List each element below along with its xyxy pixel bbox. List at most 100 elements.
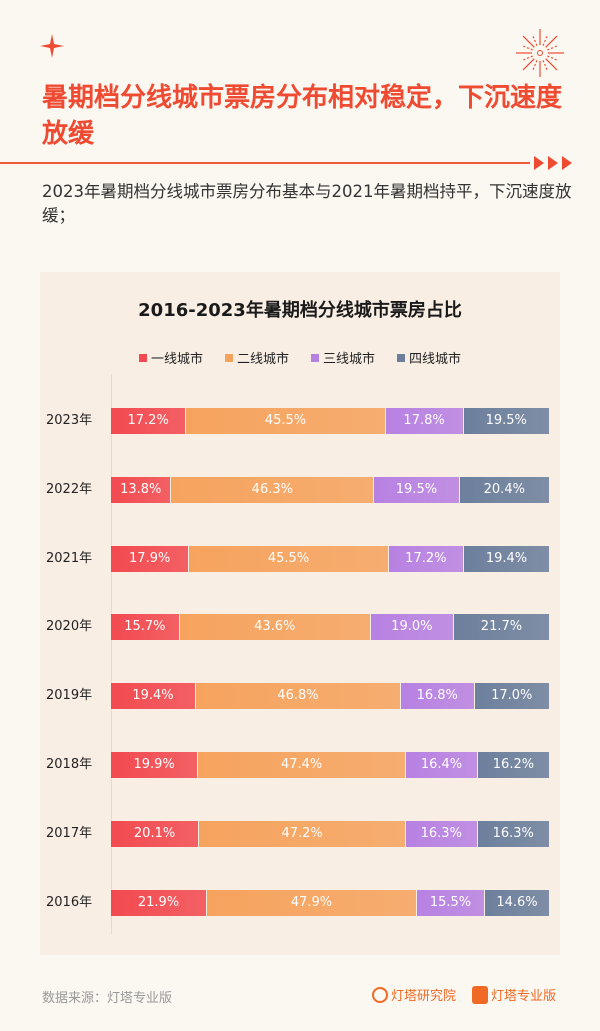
data-label: 19.4% — [485, 550, 528, 566]
page-subtitle: 2023年暑期档分线城市票房分布基本与2021年暑期档持平，下沉速度放缓； — [42, 182, 572, 225]
data-label: 19.4% — [132, 688, 174, 704]
chart-title: 2016-2023年暑期档分线城市票房占比 — [138, 300, 462, 321]
bar-segment: 19.4% — [464, 545, 549, 572]
logo-pro: 灯塔专业版 — [472, 985, 556, 1004]
bar-segment: 19.0% — [370, 614, 454, 641]
bar-segment: 16.4% — [406, 752, 478, 778]
legend-item: 一线城市 — [138, 348, 203, 367]
data-source: 数据来源：灯塔专业版 — [42, 991, 173, 1006]
stacked-bar: 15.7% 43.6% 19.0% 21.7% — [111, 614, 549, 641]
bar-row: 2018年 19.9% 47.4% 16.4% 16.2% — [40, 752, 560, 778]
bar-segment: 19.5% — [463, 408, 549, 434]
data-label: 16.8% — [416, 688, 458, 704]
data-label: 17.9% — [129, 550, 171, 566]
y-tick-label: 2018年 — [46, 757, 93, 772]
data-label: 17.2% — [127, 413, 169, 428]
data-label: 17.2% — [405, 550, 447, 566]
stacked-bar: 19.4% 46.8% 16.8% 17.0% — [111, 683, 549, 710]
y-tick-label: 2022年 — [46, 481, 93, 497]
y-tick-label: 2023年 — [46, 413, 93, 428]
bar-segment: 16.3% — [406, 820, 478, 847]
chart-legend: 一线城市 二线城市 三线城市 四线城市 — [40, 348, 560, 367]
bar-segment: 16.2% — [477, 752, 549, 778]
bar-segment: 17.2% — [388, 545, 464, 572]
bar-segment: 16.8% — [400, 683, 475, 710]
data-label: 17.8% — [403, 413, 445, 428]
bar-segment: 20.1% — [111, 820, 200, 847]
data-label: 16.3% — [420, 825, 462, 841]
bar-row: 2019年 19.4% 46.8% 16.8% 17.0% — [40, 683, 560, 710]
chart-panel: 2016-2023年暑期档分线城市票房占比 一线城市 二线城市 三线城市 四线城市 2… — [40, 272, 560, 955]
data-label: 15.5% — [429, 894, 472, 910]
bar-segment: 17.9% — [111, 545, 190, 572]
data-label: 19.5% — [485, 413, 527, 428]
bar-segment: 17.2% — [111, 408, 187, 434]
bar-segment: 19.9% — [111, 752, 199, 778]
y-tick-label: 2017年 — [46, 825, 93, 841]
bar-segment: 47.9% — [207, 889, 418, 916]
bar-segment: 17.8% — [385, 408, 464, 434]
data-label: 15.7% — [124, 619, 166, 635]
data-label: 47.9% — [290, 894, 333, 910]
data-label: 46.3% — [251, 481, 293, 497]
bar-segment: 46.3% — [171, 476, 375, 503]
data-label: 21.9% — [137, 894, 180, 910]
y-tick-label: 2016年 — [46, 894, 93, 910]
stacked-bar: 13.8% 46.3% 19.5% 20.4% — [111, 476, 549, 503]
stacked-bar: 17.9% 45.5% 17.2% 19.4% — [111, 545, 549, 572]
legend-swatch — [224, 353, 233, 362]
bar-row: 2017年 20.1% 47.2% 16.3% 16.3% — [40, 820, 560, 847]
bar-segment: 19.4% — [111, 683, 196, 710]
bar-segment: 17.0% — [474, 683, 549, 710]
bar-segment: 19.5% — [374, 476, 460, 503]
legend-label: 三线城市 — [323, 352, 376, 367]
logo1-text: 灯塔研究院 — [391, 989, 457, 1004]
legend-item: 三线城市 — [311, 348, 375, 367]
data-label: 14.6% — [496, 894, 538, 910]
divider — [0, 162, 530, 164]
data-label: 16.2% — [492, 757, 535, 772]
bar-row: 2023年 17.2% 45.5% 17.8% 19.5% — [40, 408, 560, 434]
bar-row: 2022年 13.8% 46.3% 19.5% 20.4% — [40, 476, 560, 503]
logo-research-institute: 灯塔研究院 — [372, 985, 456, 1004]
stacked-bar: 20.1% 47.2% 16.3% 16.3% — [111, 820, 549, 847]
legend-label: 四线城市 — [409, 352, 462, 367]
legend-swatch — [397, 353, 406, 362]
stacked-bar: 21.9% 47.9% 15.5% 14.6% — [111, 889, 549, 916]
y-tick-label: 2021年 — [46, 550, 93, 566]
data-label: 19.9% — [133, 757, 175, 772]
bar-segment: 46.8% — [195, 683, 401, 710]
lighthouse-search-icon — [372, 986, 388, 1003]
bar-row: 2016年 21.9% 47.9% 15.5% 14.6% — [40, 889, 560, 916]
data-label: 19.5% — [395, 481, 438, 497]
legend-swatch — [311, 353, 319, 362]
bar-segment: 16.3% — [477, 820, 549, 847]
bar-segment: 43.6% — [179, 614, 371, 641]
data-label: 17.0% — [491, 688, 533, 704]
arrows-icon — [534, 156, 572, 170]
bar-segment: 14.6% — [484, 889, 549, 916]
data-label: 20.4% — [483, 481, 525, 497]
legend-label: 二线城市 — [236, 352, 289, 367]
y-axis-line — [111, 374, 112, 934]
bar-segment: 20.4% — [459, 476, 549, 503]
bar-segment: 15.5% — [417, 889, 485, 916]
data-label: 19.0% — [391, 619, 433, 635]
firework-icon — [516, 29, 564, 77]
data-label: 20.1% — [133, 825, 176, 841]
legend-item: 二线城市 — [224, 348, 289, 367]
stacked-bar: 17.2% 45.5% 17.8% 19.5% — [111, 408, 549, 434]
bar-segment: 45.5% — [189, 545, 389, 572]
data-label: 13.8% — [120, 481, 162, 497]
bar-segment: 47.2% — [199, 820, 407, 847]
legend-label: 一线城市 — [150, 352, 203, 367]
data-label: 16.4% — [420, 757, 463, 772]
logo2-text: 灯塔专业版 — [491, 989, 557, 1004]
legend-item: 四线城市 — [397, 348, 461, 367]
bar-segment: 21.9% — [111, 889, 208, 916]
bar-row: 2020年 15.7% 43.6% 19.0% 21.7% — [40, 614, 560, 641]
lighthouse-app-icon — [472, 985, 488, 1004]
bar-segment: 13.8% — [111, 476, 172, 503]
data-label: 47.4% — [280, 757, 323, 772]
data-label: 16.3% — [492, 825, 534, 841]
